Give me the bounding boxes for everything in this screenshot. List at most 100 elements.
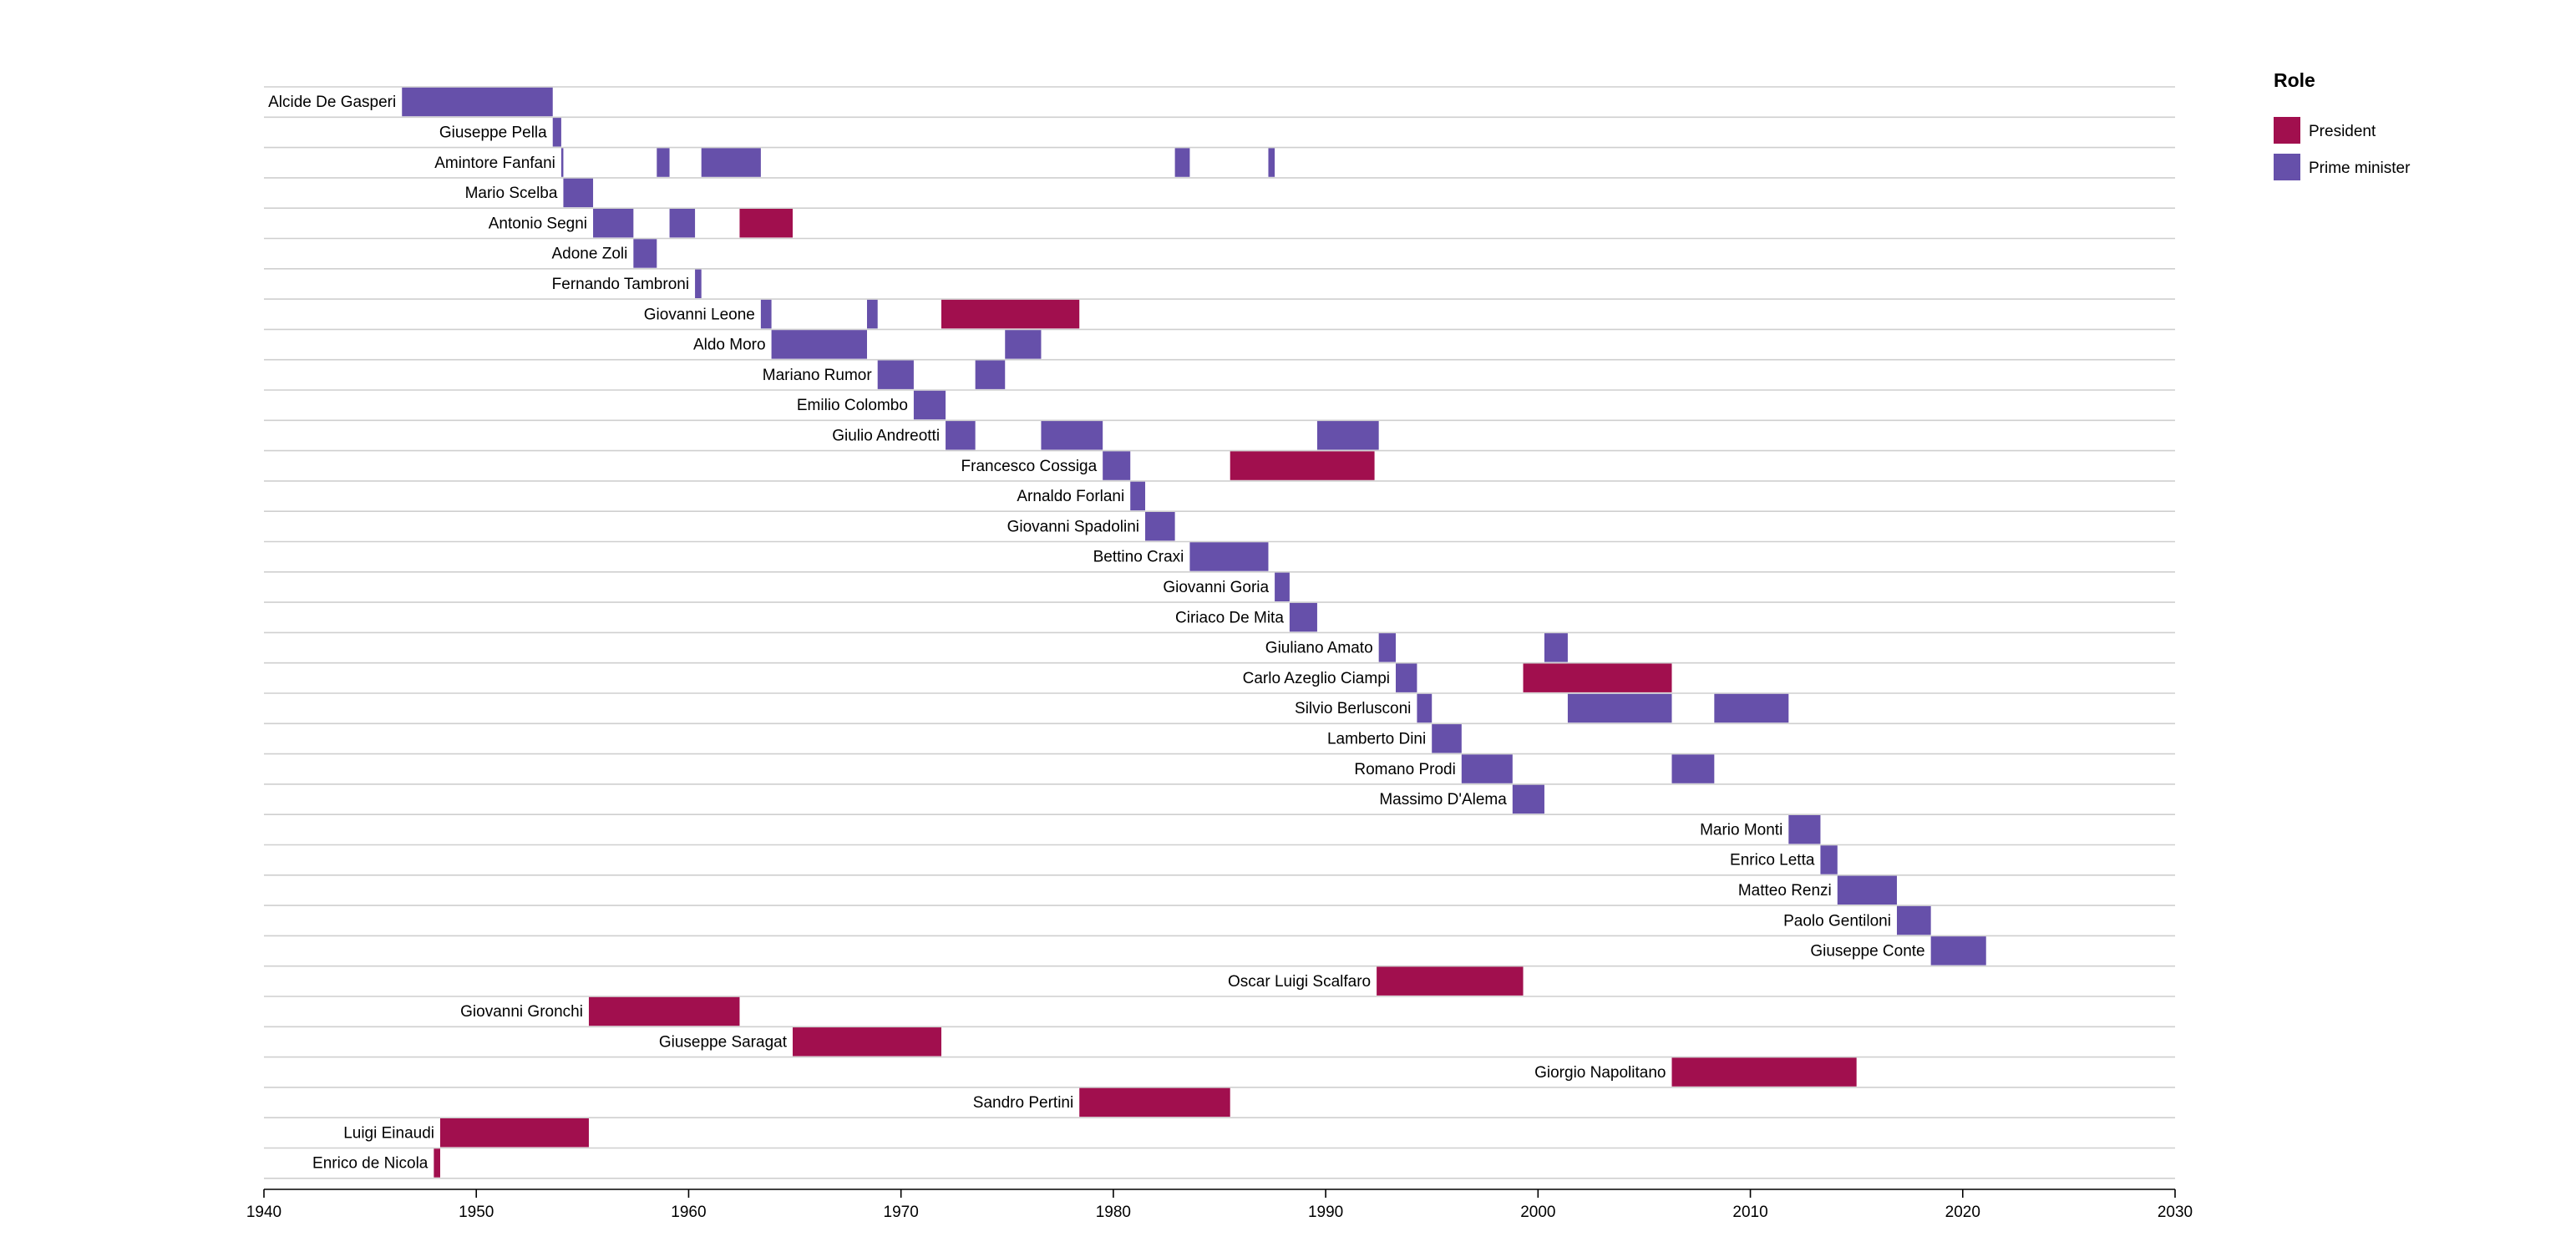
x-tick-label: 1960	[671, 1204, 706, 1221]
president-term-bar	[588, 996, 740, 1026]
prime-minister-term-bar	[1417, 693, 1433, 723]
prime-minister-term-bar	[1145, 512, 1175, 541]
row-name-label: Giuseppe Saragat	[659, 1033, 788, 1051]
prime-minister-term-bar	[633, 239, 657, 268]
president-term-bar	[1523, 663, 1672, 692]
x-tick-label: 1940	[246, 1204, 281, 1221]
prime-minister-term-bar	[657, 148, 670, 177]
row-name-label: Adone Zoli	[552, 246, 628, 263]
row-name-label: Romano Prodi	[1354, 761, 1455, 778]
president-term-bar	[1230, 451, 1375, 480]
prime-minister-term-bar	[1396, 663, 1417, 692]
x-tick-label: 1950	[459, 1204, 494, 1221]
x-tick-label: 2020	[1945, 1204, 1980, 1221]
row-name-label: Matteo Renzi	[1738, 882, 1832, 900]
row-name-label: Giorgio Napolitano	[1534, 1064, 1666, 1082]
x-tick-label: 1970	[884, 1204, 919, 1221]
row-name-label: Oscar Luigi Scalfaro	[1228, 973, 1371, 991]
row-name-label: Giovanni Gronchi	[460, 1003, 583, 1021]
prime-minister-term-bar	[877, 360, 914, 389]
prime-minister-term-bar	[946, 421, 976, 450]
prime-minister-term-bar	[1714, 693, 1789, 723]
prime-minister-term-bar	[1461, 754, 1513, 783]
row-name-label: Silvio Berlusconi	[1295, 700, 1411, 717]
row-name-label: Giuseppe Pella	[439, 124, 547, 141]
legend-swatch-prime-minister	[2274, 154, 2300, 180]
prime-minister-term-bar	[1041, 421, 1103, 450]
row-name-label: Alcide De Gasperi	[268, 94, 396, 111]
prime-minister-term-bar	[669, 209, 696, 238]
row-name-label: Fernando Tambroni	[552, 276, 689, 293]
row-name-label: Giulio Andreotti	[832, 427, 940, 444]
legend-swatch-president	[2274, 117, 2300, 144]
president-term-bar	[941, 299, 1080, 329]
row-name-label: Giovanni Goria	[1163, 579, 1269, 596]
prime-minister-term-bar	[1896, 905, 1931, 935]
prime-minister-term-bar	[1512, 784, 1544, 814]
president-term-bar	[1671, 1057, 1857, 1087]
prime-minister-term-bar	[402, 87, 553, 117]
row-name-label: Antonio Segni	[489, 215, 587, 232]
row-name-label: Giuliano Amato	[1265, 640, 1373, 657]
prime-minister-term-bar	[1316, 421, 1379, 450]
prime-minister-term-bar	[552, 118, 561, 147]
x-tick-label: 1980	[1096, 1204, 1131, 1221]
x-tick-label: 2010	[1732, 1204, 1767, 1221]
legend-title: Role	[2274, 69, 2315, 91]
president-term-bar	[1377, 966, 1524, 996]
row-name-label: Enrico Letta	[1730, 852, 1815, 869]
president-term-bar	[440, 1118, 589, 1148]
row-name-label: Arnaldo Forlani	[1017, 488, 1124, 505]
row-name-label: Sandro Pertini	[973, 1094, 1073, 1112]
row-name-label: Mario Monti	[1700, 821, 1782, 839]
prime-minister-term-bar	[771, 330, 867, 359]
prime-minister-term-bar	[1788, 815, 1821, 844]
prime-minister-term-bar	[975, 360, 1006, 389]
prime-minister-term-bar	[1005, 330, 1042, 359]
row-name-label: Luigi Einaudi	[343, 1124, 434, 1142]
x-tick-label: 1990	[1308, 1204, 1343, 1221]
legend-label-president: President	[2309, 123, 2376, 140]
row-name-label: Aldo Moro	[693, 337, 766, 354]
prime-minister-term-bar	[1837, 875, 1897, 905]
prime-minister-term-bar	[1671, 754, 1715, 783]
prime-minister-term-bar	[593, 209, 634, 238]
row-name-label: Massimo D'Alema	[1379, 791, 1507, 808]
row-name-label: Emilio Colombo	[797, 397, 908, 414]
row-name-label: Carlo Azeglio Ciampi	[1243, 670, 1390, 687]
prime-minister-term-bar	[1544, 633, 1568, 662]
prime-minister-term-bar	[560, 148, 564, 177]
x-tick-label: 2030	[2158, 1204, 2193, 1221]
prime-minister-term-bar	[1275, 572, 1290, 601]
row-name-label: Giovanni Spadolini	[1007, 518, 1139, 535]
prime-minister-term-bar	[866, 299, 878, 329]
row-name-label: Giuseppe Conte	[1810, 943, 1924, 960]
row-name-label: Paolo Gentiloni	[1783, 912, 1891, 930]
row-name-label: Giovanni Leone	[644, 306, 755, 323]
president-term-bar	[434, 1148, 441, 1178]
president-term-bar	[793, 1027, 941, 1057]
prime-minister-term-bar	[913, 390, 946, 420]
prime-minister-term-bar	[695, 269, 702, 298]
row-name-label: Ciriaco De Mita	[1175, 609, 1284, 626]
row-name-label: Lamberto Dini	[1327, 730, 1426, 748]
prime-minister-term-bar	[1432, 724, 1462, 753]
row-name-label: Bettino Craxi	[1093, 549, 1184, 566]
prime-minister-term-bar	[1820, 845, 1838, 874]
prime-minister-term-bar	[1930, 936, 1986, 966]
prime-minister-term-bar	[1174, 148, 1190, 177]
row-name-label: Enrico de Nicola	[312, 1155, 428, 1173]
prime-minister-term-bar	[1189, 542, 1269, 571]
president-term-bar	[739, 209, 794, 238]
prime-minister-term-bar	[1378, 633, 1397, 662]
row-name-label: Francesco Cossiga	[961, 458, 1098, 475]
prime-minister-term-bar	[1268, 148, 1275, 177]
prime-minister-term-bar	[701, 148, 761, 177]
x-tick-label: 2000	[1520, 1204, 1555, 1221]
row-name-label: Mario Scelba	[465, 185, 558, 202]
prime-minister-term-bar	[1567, 693, 1672, 723]
prime-minister-term-bar	[1130, 481, 1146, 511]
row-name-label: Mariano Rumor	[763, 367, 873, 384]
